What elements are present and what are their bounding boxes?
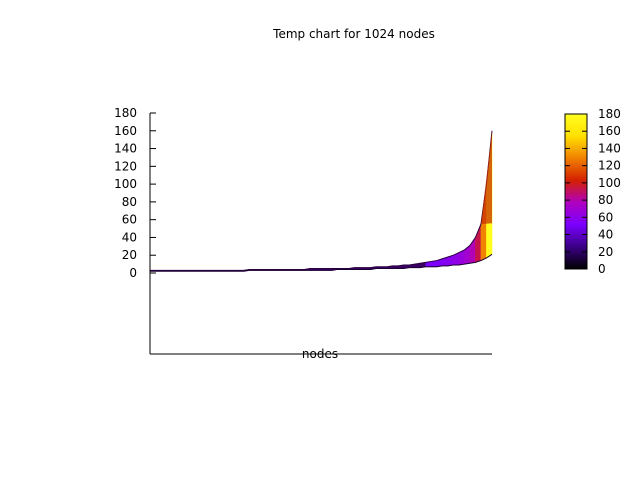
chart-title: Temp chart for 1024 nodes [272, 27, 435, 41]
y-tick-label: 160 [114, 124, 137, 138]
colorbar-tick-label: 40 [598, 228, 613, 242]
colorbar: 0 20 40 60 80 100 120 140 160 180 [564, 107, 621, 276]
y-axis: 0 20 40 60 80 100 120 140 160 180 [114, 106, 492, 355]
series-bottom-line [150, 253, 493, 272]
colorbar-tick-label: 140 [598, 141, 621, 155]
y-tick-label: 180 [114, 106, 137, 120]
y-tick-label: 80 [122, 195, 137, 209]
x-axis-label: nodes [302, 347, 338, 361]
y-tick-label: 40 [122, 230, 137, 244]
surface-peak [480, 130, 492, 225]
series-top-line [150, 130, 493, 271]
colorbar-tick-label: 0 [598, 262, 606, 276]
colorbar-tick-label: 160 [598, 124, 621, 138]
y-tick-label: 60 [122, 213, 137, 227]
y-tick-label: 20 [122, 248, 137, 262]
colorbar-gradient [564, 113, 588, 270]
y-tick-label: 120 [114, 159, 137, 173]
colorbar-tick-label: 80 [598, 193, 613, 207]
colorbar-tick-label: 180 [598, 107, 621, 121]
colorbar-tick-label: 100 [598, 176, 621, 190]
colorbar-tick-label: 60 [598, 210, 613, 224]
y-tick-label: 0 [129, 266, 137, 280]
y-tick-label: 140 [114, 142, 137, 156]
plot-area [149, 130, 493, 272]
colorbar-tick-label: 20 [598, 245, 613, 259]
y-tick-label: 100 [114, 177, 137, 191]
colorbar-tick-label: 120 [598, 159, 621, 173]
